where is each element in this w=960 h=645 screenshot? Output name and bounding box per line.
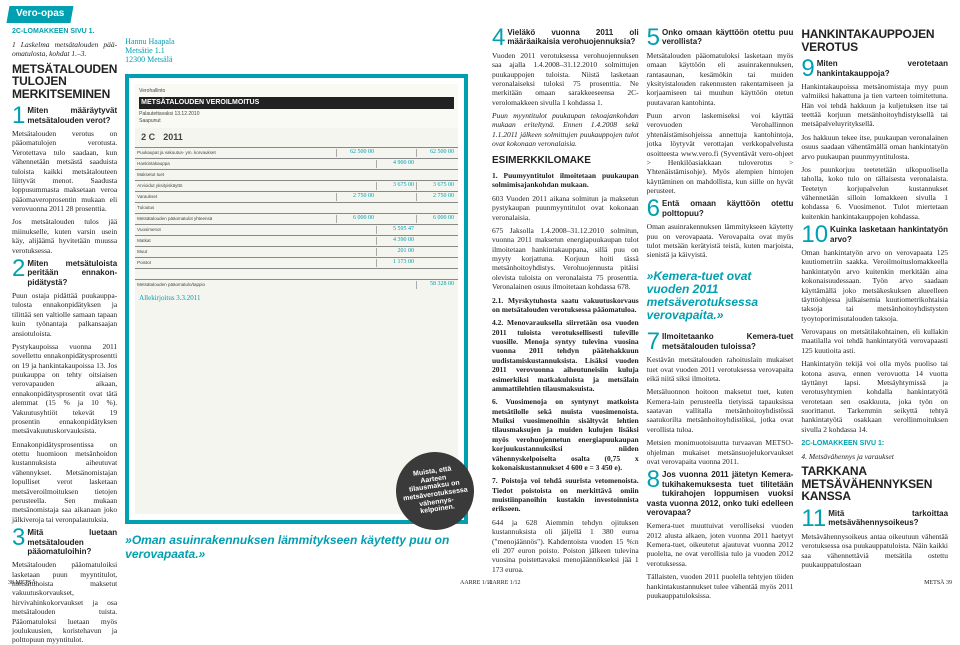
title2: TARKKANA METSÄVÄHENNYKSEN KANSSA bbox=[801, 465, 948, 503]
tax-form: Verohallinto METSÄTALOUDEN VEROILMOITUS … bbox=[125, 74, 468, 524]
q10: 10Kuinka lasketaan hankintatyön arvo? bbox=[801, 225, 948, 244]
q9: 9Miten verotetaan hankintakauppoja? bbox=[801, 59, 948, 78]
hk-title: HANKINTAKAUPPOJEN VEROTUS bbox=[801, 28, 948, 53]
p7a: Kestävän metsätalouden rahoituslain muka… bbox=[647, 355, 794, 383]
pullquote-right: »Kemera-tuet ovat vuoden 2011 metsäverot… bbox=[647, 270, 794, 323]
footer-right-1: AARRE 1/12 bbox=[488, 580, 521, 588]
p2b: Pystykaupoissa vuonna 2011 sovellettu en… bbox=[12, 342, 117, 436]
p6a: Oman asuinrakennuksen lämmitykseen käyte… bbox=[647, 222, 794, 260]
q5: 5Onko omaan käyttöön otettu puu verollis… bbox=[647, 28, 794, 47]
q1: 1Miten määräytyvät metsätalouden verot? bbox=[12, 106, 117, 125]
lead: 1 Laskelma metsätalouden pää­omatulosta,… bbox=[12, 40, 117, 59]
p1b: Jos metsätalouden tulos jää miinukselle,… bbox=[12, 217, 117, 255]
p10a: Oman hankintatyön arvo on verovapaata 12… bbox=[801, 248, 948, 323]
q4: 4Vieläkö vuonna 2011 oli määräaikaisia v… bbox=[492, 28, 639, 47]
left-col-1: 2C-LOMAKKEEN SIVU 1. 1 Laskelma metsätal… bbox=[8, 28, 121, 583]
esim42: 4.2. Menovarauksella siirretään osa vuod… bbox=[492, 318, 639, 393]
section-tag: Vero-opas bbox=[7, 6, 74, 23]
p9c: Jos puunkorjuu teetetetään ulkopuolisell… bbox=[801, 165, 948, 221]
right-page: 4Vieläkö vuonna 2011 oli määräaikaisia v… bbox=[480, 0, 960, 591]
form-2c: 2 C bbox=[137, 130, 159, 145]
footer-right-2: METSÄ 39 bbox=[924, 580, 952, 588]
esim6: 6. Vuosimenoja on syntynyt matkoista met… bbox=[492, 397, 639, 472]
pullquote-left: »Oman asuinrakennuksen lämmitykseen käyt… bbox=[125, 534, 468, 560]
form-year: 2011 bbox=[159, 130, 187, 145]
q8: 8Jos vuonna 2011 jätetyn Kemera-tukihake… bbox=[647, 470, 794, 517]
author: Hannu Haapala Metsätie 1.1 12300 Metsälä bbox=[125, 38, 468, 64]
footer-left: 38 METSÄ bbox=[8, 580, 36, 588]
esim1c: 675 Jaksolla 1.4.2008–31.12.2010 solmitu… bbox=[492, 226, 639, 292]
spread: 2C-LOMAKKEEN SIVU 1. 1 Laskelma metsätal… bbox=[0, 0, 960, 591]
p2a: Puun ostaja pidättää puukauppa­tulosta e… bbox=[12, 291, 117, 338]
p7c: Metsien monimuotoisuutta turvaavan METSO… bbox=[647, 438, 794, 466]
p5a: Metsätalouden pääomatuloksi lasketaan my… bbox=[647, 51, 794, 107]
form-sign: Allekirjoitus 3.3.2011 bbox=[135, 290, 458, 307]
form-col: Hannu Haapala Metsätie 1.1 12300 Metsälä… bbox=[121, 28, 472, 583]
esim21: 2.1. Myrskytuhosta saatu vakuutuskorvaus… bbox=[492, 296, 639, 315]
p8b: Tällaisten, vuoden 2011 puolella tehtyje… bbox=[647, 572, 794, 600]
right-col-2: 5Onko omaan käyttöön otettu puu verollis… bbox=[643, 28, 798, 583]
p4b: Puun myyntitulot puukaupan tekoajankohda… bbox=[492, 111, 639, 149]
left-page: 2C-LOMAKKEEN SIVU 1. 1 Laskelma metsätal… bbox=[0, 0, 480, 591]
p10c: Hankintatyön tekijä voi olla myös puolis… bbox=[801, 359, 948, 434]
p9b: Jos hakkuun tekee itse, puukaupan verona… bbox=[801, 133, 948, 161]
q2: 2Miten metsätuloista peritään ennakon­pi… bbox=[12, 259, 117, 287]
p9a: Hankintakaupoissa metsänomistaja myy puu… bbox=[801, 82, 948, 129]
esim-title: ESIMERKKILOMAKE bbox=[492, 155, 639, 168]
right-col-3: HANKINTAKAUPPOJEN VEROTUS 9Miten verotet… bbox=[797, 28, 952, 583]
p4a: Vuoden 2011 verotuksessa verohuojennukse… bbox=[492, 51, 639, 107]
right-col-1: 4Vieläkö vuonna 2011 oli määräaikaisia v… bbox=[488, 28, 643, 583]
sub2: 2C-LOMAKKEEN SIVU 1: bbox=[801, 440, 948, 449]
esim644: 644 ja 628 Aiemmin tehdyn ojituksen kust… bbox=[492, 518, 639, 574]
subhead-left: 2C-LOMAKKEEN SIVU 1. bbox=[12, 28, 117, 37]
p3a: Metsätalouden pääomatuloiksi lasketaan p… bbox=[12, 560, 117, 644]
form-toptitle: Verohallinto bbox=[139, 88, 454, 94]
p2c: Ennakonpidätysprosentissa on otettu huom… bbox=[12, 440, 117, 524]
q7: 7Ilmoitetaanko Kemera-tuet metsätalouden… bbox=[647, 332, 794, 351]
p10b: Verovapaus on metsätilakohtainen, eli ku… bbox=[801, 327, 948, 355]
q6: 6Entä omaan käyttöön otettu polttopuu? bbox=[647, 199, 794, 218]
p8a: Kemera-tuet muuttuivat verolliseksi vuod… bbox=[647, 521, 794, 568]
p5b: Puun arvon laskemiseksi voi käyttää vero… bbox=[647, 111, 794, 195]
article-title-left: METSÄTALOUDEN TULOJEN MERKITSEMINEN bbox=[12, 63, 117, 101]
form-title: METSÄTALOUDEN VEROILMOITUS bbox=[141, 99, 452, 108]
sub2b: 4. Metsävähennys ja varaukset bbox=[801, 452, 948, 461]
form-meta2: Saapunut bbox=[139, 118, 454, 124]
p1a: Metsätalouden verotus on pääomatulojen v… bbox=[12, 129, 117, 213]
q3: 3Mitä luetaan metsätalouden pääomatuloih… bbox=[12, 528, 117, 556]
p11a: Metsävähennysoikeus antaa oikeutuun vähe… bbox=[801, 532, 948, 570]
esim7: 7. Poistoja voi tehdä suurista vetomenoi… bbox=[492, 476, 639, 514]
esim1b: 603 Vuoden 2011 aikana solmitun ja makse… bbox=[492, 194, 639, 222]
q11: 11Mitä tarkoittaa metsävähennysoikeus? bbox=[801, 509, 948, 528]
form-rows: Puukaupat ja vakuutus- ym. korvaukset62 … bbox=[135, 147, 458, 290]
esim1: 1. Puumyyntitulot ilmoitetaan puukaupan … bbox=[492, 171, 639, 190]
p7b: Metsäluonnon hoitoon maksetut tuet, kute… bbox=[647, 387, 794, 434]
